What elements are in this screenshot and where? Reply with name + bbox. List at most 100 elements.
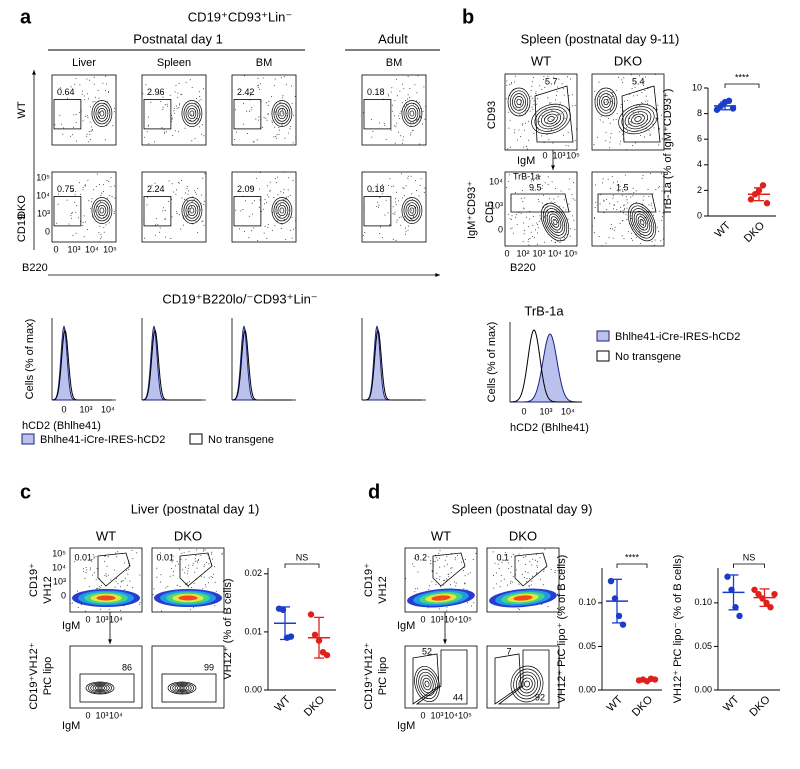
event-dot (85, 566, 87, 568)
event-dot (510, 83, 512, 85)
event-dot (172, 574, 174, 576)
contour (629, 205, 655, 239)
event-dot (142, 93, 144, 95)
gate (597, 193, 657, 213)
event-dot (613, 229, 615, 231)
event-dot (84, 184, 86, 186)
event-dot (439, 579, 440, 581)
event-dot (100, 233, 102, 235)
legend-swatch (596, 350, 610, 362)
event-dot (570, 78, 572, 80)
event-dot (439, 566, 441, 568)
event-dot (131, 549, 133, 551)
event-dot (175, 193, 177, 195)
event-dot (91, 560, 93, 562)
event-dot (597, 136, 598, 138)
event-dot (492, 551, 494, 553)
event-dot (104, 90, 106, 91)
contour (97, 204, 107, 217)
event-dot (396, 78, 398, 80)
event-dot (614, 226, 616, 228)
event-dot (543, 217, 545, 219)
gate-value: 9.5 (529, 182, 542, 192)
event-dot (194, 558, 196, 559)
event-dot (275, 182, 277, 184)
event-dot (167, 586, 169, 587)
event-dot (193, 582, 195, 584)
event-dot (538, 201, 540, 203)
event-dot (196, 549, 198, 551)
event-dot (620, 104, 622, 105)
axis-label: VH12 (377, 576, 389, 604)
event-dot (558, 596, 560, 598)
contour (633, 210, 651, 234)
event-dot (280, 77, 282, 79)
contour (621, 106, 655, 132)
event-dot (379, 233, 381, 234)
y-tick-label: 6 (697, 134, 702, 144)
event-dot (212, 558, 213, 560)
event-dot (136, 552, 138, 554)
event-dot (273, 84, 275, 86)
contour (521, 677, 533, 691)
panel-label: d (368, 481, 380, 503)
event-dot (575, 128, 577, 130)
event-dot (519, 547, 521, 549)
event-dot (545, 108, 547, 110)
event-dot (399, 90, 401, 92)
legend-swatch (596, 330, 610, 342)
axis-label: TrB-1a (% of IgM⁺CD93⁺) (662, 89, 674, 216)
event-dot (196, 567, 198, 569)
event-dot (463, 588, 465, 590)
event-dot (632, 239, 633, 241)
event-dot (414, 591, 416, 593)
event-dot (621, 194, 623, 196)
event-dot (467, 573, 469, 575)
event-dot (390, 91, 392, 93)
data-point (747, 196, 755, 203)
event-dot (451, 567, 453, 569)
event-dot (274, 225, 276, 227)
tick-label: 10⁵ (564, 248, 578, 258)
event-dot (262, 126, 264, 128)
event-dot (284, 137, 286, 139)
event-dot (291, 85, 292, 87)
event-dot (598, 236, 600, 237)
event-dot (89, 121, 91, 123)
event-dot (653, 244, 655, 246)
event-dot (404, 233, 406, 235)
event-dot (612, 96, 614, 97)
event-dot (124, 577, 126, 579)
event-dot (641, 177, 643, 179)
tick-label: 10³ (430, 614, 443, 624)
event-dot (447, 573, 449, 575)
event-dot (77, 606, 79, 608)
event-dot (99, 116, 101, 117)
contour (87, 682, 113, 694)
event-dot (547, 97, 549, 99)
event-dot (543, 76, 545, 77)
tick-label: 0 (61, 404, 66, 414)
axis-label: B220 (510, 262, 536, 274)
tick-label: 0 (521, 406, 526, 416)
event-dot (286, 115, 288, 117)
histogram (510, 329, 582, 403)
tick-label: 10³ (539, 406, 552, 416)
event-dot (537, 224, 538, 226)
event-dot (188, 210, 190, 212)
event-dot (544, 548, 546, 550)
event-dot (537, 561, 538, 563)
arrow-head (551, 165, 555, 170)
event-dot (190, 206, 192, 208)
event-dot (162, 108, 164, 110)
event-dot (260, 172, 261, 173)
event-dot (57, 92, 59, 94)
contour (548, 213, 562, 231)
event-dot (533, 237, 535, 239)
event-dot (591, 225, 593, 227)
event-dot (146, 131, 148, 133)
event-dot (392, 238, 394, 240)
title: Liver (postnatal day 1) (131, 501, 260, 516)
contour (95, 105, 109, 122)
event-dot (77, 590, 79, 592)
